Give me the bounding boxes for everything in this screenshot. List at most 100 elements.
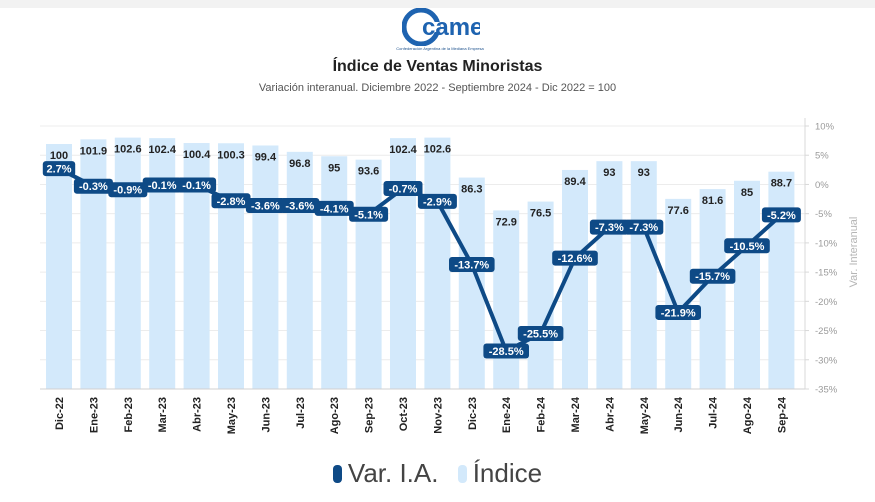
right-y-axis: 10% 5% 0% -5% -10% -15% -20% -25% -30% -35% [804,118,838,396]
var-label: -10.5% [724,238,770,254]
bar[interactable] [252,145,279,389]
var-label-bg [280,197,320,213]
var-label-text: -2.9% [423,196,452,208]
bar[interactable] [527,201,554,389]
x-tick-label: Ago-23 [329,397,341,434]
var-line: 2.7%-0.3% -0.9% -0.1% -0.1%-2.8% -3.6% -3.6% -… [42,161,801,359]
bar[interactable] [355,159,382,389]
bar[interactable] [218,143,244,389]
var-label-bg [761,207,801,223]
bar-value-label: 77.6 [667,205,688,217]
x-tick-label: May-24 [639,396,651,434]
right-axis-label: Var. Interanual [848,217,860,288]
bar-value-label: 102.6 [424,144,452,156]
x-tick-label: Ene-24 [501,396,513,433]
var-label-bg [383,181,423,197]
var-label: -3.6% [245,197,285,213]
bar[interactable] [493,210,520,389]
var-label-bg [552,250,598,266]
var-label: -5.2% [761,207,801,223]
var-label-bg [314,200,354,216]
bar[interactable] [596,161,623,389]
bar[interactable] [286,151,313,389]
bar[interactable] [424,137,451,389]
bar-value-label: 101.9 [80,145,108,157]
var-label: -13.7% [449,257,495,273]
var-label: -0.1% [177,177,217,193]
bar[interactable] [149,138,176,389]
y-tick-label: -10% [815,238,838,249]
var-label-text: -15.7% [695,271,730,283]
var-label: -5.1% [349,206,389,222]
x-tick-label: Sep-24 [776,396,788,433]
legend-item-var[interactable]: Var. I.A. [332,458,438,489]
x-tick-label: Abr-23 [192,397,204,432]
var-label-text: -7.3% [595,222,624,234]
var-label-bg [417,193,457,209]
var-label-text: -12.6% [558,253,593,265]
var-label: -21.9% [655,304,701,320]
var-label-bg [177,177,217,193]
x-tick-label: Dic-23 [467,397,479,430]
var-label-text: -10.5% [730,241,765,253]
y-tick-label: -25% [815,326,838,337]
bar-value-label: 93 [603,167,615,179]
var-label-text: -28.5% [489,346,524,358]
var-label-bg [483,343,529,359]
x-tick-label: Nov-23 [432,397,444,434]
bar[interactable] [734,180,760,389]
var-label-text: -4.1% [320,203,349,215]
bars: 100 101.9 102.6 102.4 100.4 100.3 99.4 96.8 95 93… [46,137,795,389]
var-label: 2.7% [42,161,76,177]
y-tick-label: -30% [815,355,838,366]
legend-line-swatch [332,465,342,483]
bar[interactable] [390,138,416,389]
x-tick-label: Ago-24 [742,396,754,434]
bar-value-label: 95 [328,162,340,174]
bar[interactable] [630,161,657,389]
came-logo-icon: came [402,8,480,46]
var-label-bg [449,257,495,273]
y-tick-label: -15% [815,268,838,279]
logo-subtitle: Confederación Argentina de la Mediana Em… [396,46,484,51]
x-tick-label: Jul-24 [708,396,720,429]
legend-item-indice[interactable]: Índice [457,458,542,489]
var-label-bg [349,206,389,222]
bar[interactable] [321,156,348,389]
var-label: -2.8% [211,193,251,209]
bar[interactable] [80,139,107,389]
var-label: -28.5% [483,343,529,359]
bar-value-label: 100.3 [217,149,245,161]
bar[interactable] [114,137,141,389]
x-tick-label: Feb-24 [536,396,548,432]
bar[interactable] [46,144,72,389]
x-tick-label: Mar-23 [157,397,169,432]
bar-value-label: 102.4 [389,144,417,156]
bar-value-label: 76.5 [530,208,551,220]
chart-area: 100 101.9 102.6 102.4 100.4 100.3 99.4 96.8 95 93… [40,118,860,434]
var-label-text: -13.7% [454,260,489,272]
bar[interactable] [699,189,726,389]
bar[interactable] [768,171,795,389]
var-label: -12.6% [552,250,598,266]
bar-value-label: 96.8 [289,158,310,170]
var-label-text: -25.5% [523,328,558,340]
var-label-bg [108,182,148,198]
y-tick-label: 5% [815,151,829,162]
var-label-text: 2.7% [46,164,71,176]
y-tick-label: -5% [815,209,832,220]
var-label-text: -21.9% [661,307,696,319]
var-label: -15.7% [689,268,736,284]
legend: Var. I.A. Índice [0,458,875,489]
bar-value-label: 100 [50,150,68,162]
came-logo: came Confederación Argentina de la Media… [340,8,540,54]
x-tick-label: Ene-23 [88,397,100,433]
var-label: -0.1% [142,177,182,193]
bar-value-label: 85 [741,187,753,199]
var-label-text: -0.3% [79,181,108,193]
bar-value-label: 86.3 [461,184,482,196]
logo-text: came [422,14,480,41]
x-tick-label: Jun-24 [673,396,685,432]
var-label-bg [589,219,629,235]
var-label: -2.9% [417,193,457,209]
